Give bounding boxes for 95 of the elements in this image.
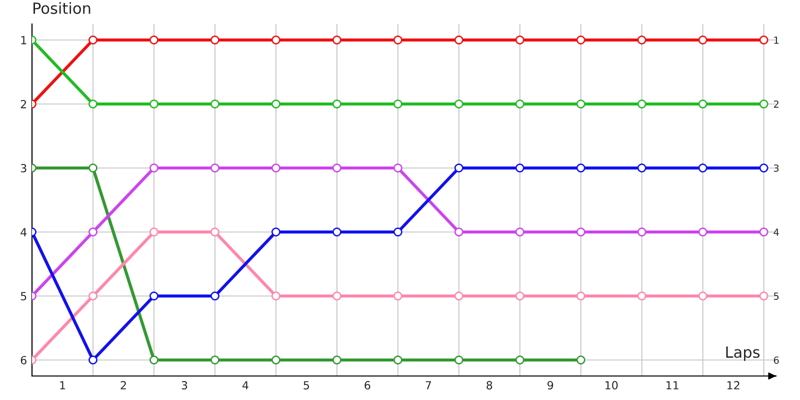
x-tick-label: 9 — [548, 381, 554, 390]
x-tick-label: 5 — [304, 381, 309, 390]
point — [271, 36, 280, 44]
point — [454, 228, 464, 236]
point — [759, 100, 768, 108]
point — [210, 228, 220, 236]
y-tick-label: 1 — [21, 36, 26, 44]
point — [515, 228, 524, 236]
point — [393, 36, 402, 44]
y-tick-label: 6 — [20, 356, 26, 364]
y2-tick-label: 4 — [774, 228, 779, 236]
point — [393, 164, 402, 172]
point — [393, 228, 402, 236]
y-tick-label: 5 — [20, 292, 26, 300]
point — [332, 292, 342, 300]
point — [454, 164, 464, 172]
point — [393, 356, 402, 364]
point — [271, 228, 280, 236]
point — [149, 164, 158, 172]
point — [576, 292, 586, 300]
point — [698, 100, 708, 108]
point — [271, 164, 280, 172]
x-tick-label: 6 — [364, 381, 370, 390]
point — [576, 228, 586, 236]
y2-tick-label: 5 — [774, 292, 779, 300]
y2-tick-label: 3 — [774, 164, 779, 172]
point — [637, 100, 646, 108]
point — [149, 100, 158, 108]
point — [88, 164, 98, 172]
point — [698, 292, 708, 300]
point — [88, 36, 98, 44]
point — [271, 292, 280, 300]
point — [576, 356, 586, 364]
y-tick-label: 2 — [20, 100, 26, 108]
x-axis-title: Laps — [726, 346, 760, 361]
point — [210, 100, 220, 108]
point — [637, 292, 646, 300]
point — [759, 36, 768, 44]
point — [698, 36, 708, 44]
point — [637, 36, 646, 44]
y-tick-label: 4 — [20, 228, 27, 236]
point — [515, 164, 524, 172]
y2-tick-label: 1 — [774, 36, 779, 44]
x-tick-label: 3 — [182, 381, 188, 390]
point — [698, 228, 708, 236]
point — [88, 356, 98, 364]
point — [210, 164, 220, 172]
point — [576, 164, 586, 172]
y-tick-label: 3 — [20, 164, 26, 172]
y-axis-title: Position — [34, 2, 90, 14]
point — [515, 36, 524, 44]
point — [271, 356, 280, 364]
point — [454, 100, 464, 108]
y2-tick-label: 2 — [774, 100, 778, 108]
x-tick-label: 7 — [426, 381, 431, 390]
point — [149, 356, 158, 364]
point — [515, 356, 524, 364]
point — [698, 164, 708, 172]
x-tick-label: 12 — [727, 381, 740, 390]
point — [759, 228, 768, 236]
point — [759, 292, 768, 300]
point — [576, 36, 586, 44]
point — [637, 228, 646, 236]
x-tick-label: 8 — [486, 381, 492, 390]
point — [210, 356, 220, 364]
point — [576, 100, 586, 108]
x-tick-label: 11 — [666, 381, 678, 390]
point — [88, 100, 98, 108]
point — [393, 292, 402, 300]
x-tick-label: 1 — [60, 381, 65, 390]
point — [149, 228, 158, 236]
point — [271, 100, 280, 108]
point — [454, 292, 464, 300]
point — [210, 36, 220, 44]
point — [332, 228, 342, 236]
x-tick-label: 4 — [242, 381, 248, 390]
point — [515, 292, 524, 300]
point — [454, 36, 464, 44]
point — [393, 100, 402, 108]
point — [88, 228, 98, 236]
point — [332, 356, 342, 364]
point — [332, 36, 342, 44]
point — [637, 164, 646, 172]
point — [332, 164, 342, 172]
point — [149, 292, 158, 300]
point — [759, 164, 768, 172]
x-tick-label: 2 — [120, 381, 126, 390]
x-tick-label: 10 — [605, 381, 618, 390]
point — [454, 356, 464, 364]
point — [515, 100, 524, 108]
point — [210, 292, 220, 300]
point — [332, 100, 342, 108]
point — [149, 36, 158, 44]
point — [88, 292, 98, 300]
y2-tick-label: 6 — [774, 356, 779, 364]
